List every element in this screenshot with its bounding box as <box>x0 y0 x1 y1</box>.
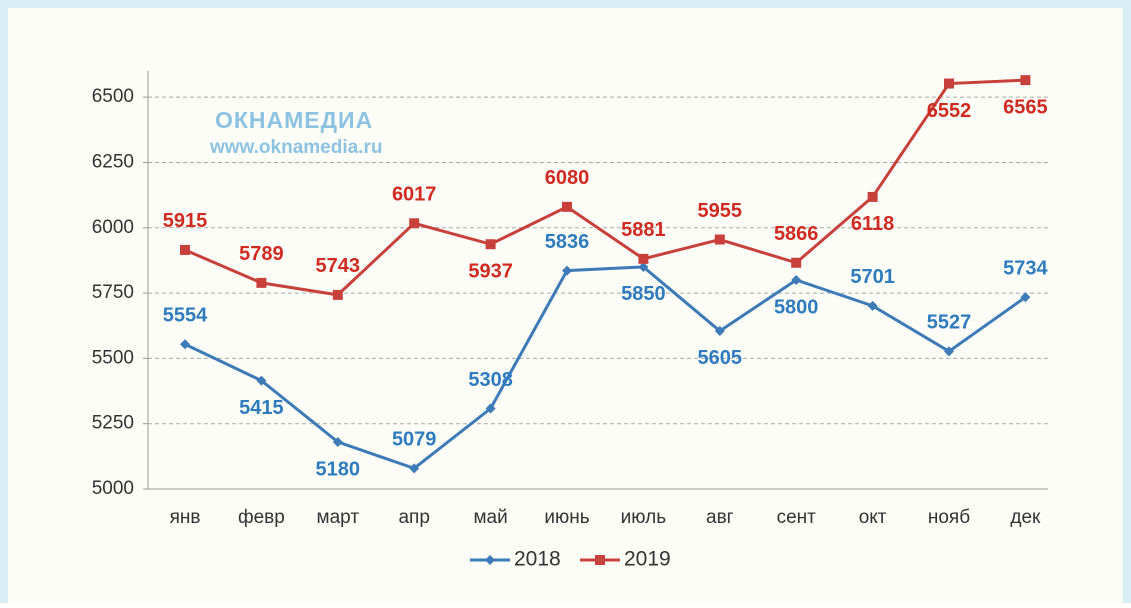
x-tick-label: авг <box>706 507 734 528</box>
marker <box>714 234 725 245</box>
line <box>184 78 1026 297</box>
marker <box>867 300 878 311</box>
x-tick-label: окт <box>859 507 887 528</box>
y-tick-label: 5250 <box>92 413 134 434</box>
data-label: 5734 <box>1003 258 1048 280</box>
y-tick-label: 6500 <box>92 86 134 107</box>
data-label: 6552 <box>927 100 972 122</box>
marker <box>791 275 802 285</box>
background <box>8 8 1123 608</box>
data-label: 6080 <box>545 167 590 189</box>
data-label: 5937 <box>468 260 513 282</box>
x-tick-label: янв <box>170 507 201 528</box>
data-label: 6118 <box>851 213 894 235</box>
y-tick-label: 6250 <box>92 151 134 172</box>
marker <box>791 257 802 268</box>
marker <box>332 289 343 300</box>
data-label: 5881 <box>621 219 666 241</box>
marker <box>944 346 954 357</box>
y-tick-label: 6000 <box>92 217 134 238</box>
data-label: 5527 <box>927 312 972 334</box>
data-label: 6565 <box>1003 96 1048 118</box>
marker <box>180 339 190 350</box>
data-label: 5079 <box>392 429 437 451</box>
marker <box>409 463 420 474</box>
marker <box>638 261 649 272</box>
data-label: 5415 <box>239 397 284 419</box>
marker <box>485 403 496 414</box>
data-label: 5701 <box>850 266 895 288</box>
legend-label: 2019 <box>624 548 671 571</box>
line <box>184 265 1027 471</box>
marker <box>562 201 572 212</box>
marker <box>485 239 496 250</box>
marker <box>638 253 649 264</box>
marker <box>332 436 343 447</box>
marker <box>1020 292 1031 303</box>
data-label: 5836 <box>545 231 590 253</box>
watermark-url: www.oknamedia.ru <box>209 137 382 158</box>
marker <box>867 191 878 202</box>
data-label: 5180 <box>316 458 361 480</box>
data-label: 5850 <box>621 283 666 305</box>
data-label: 5554 <box>163 305 208 327</box>
data-label: 5800 <box>774 296 819 318</box>
data-label: 5308 <box>468 369 513 391</box>
x-tick-label: апр <box>398 507 429 528</box>
data-label: 5743 <box>316 255 361 277</box>
x-tick-label: февр <box>238 507 285 528</box>
marker <box>944 78 954 89</box>
data-label: 5915 <box>163 210 208 232</box>
x-tick-label: нояб <box>928 507 970 528</box>
watermark-logo: ОКНАМЕДИА <box>215 107 373 133</box>
y-tick-label: 5000 <box>92 478 134 499</box>
legend-label: 2018 <box>514 548 561 571</box>
y-tick-label: 5500 <box>92 347 134 368</box>
y-tick-label: 5750 <box>92 282 134 303</box>
marker <box>714 325 725 336</box>
marker <box>595 555 605 565</box>
x-tick-label: сент <box>777 507 817 528</box>
data-label: 6017 <box>392 184 437 206</box>
x-tick-label: дек <box>1010 507 1041 528</box>
marker <box>485 555 495 565</box>
x-tick-label: май <box>473 507 507 528</box>
data-label: 5866 <box>774 223 819 245</box>
data-label: 5605 <box>698 347 743 369</box>
marker <box>180 244 190 255</box>
marker <box>1020 75 1031 86</box>
marker <box>256 277 267 288</box>
marker <box>562 265 572 276</box>
x-tick-label: июль <box>621 507 667 528</box>
data-label: 5955 <box>698 200 743 222</box>
x-tick-label: июнь <box>544 507 589 528</box>
x-tick-label: март <box>317 507 360 528</box>
marker <box>409 218 420 229</box>
data-label: 5789 <box>239 243 284 265</box>
marker <box>256 375 267 386</box>
